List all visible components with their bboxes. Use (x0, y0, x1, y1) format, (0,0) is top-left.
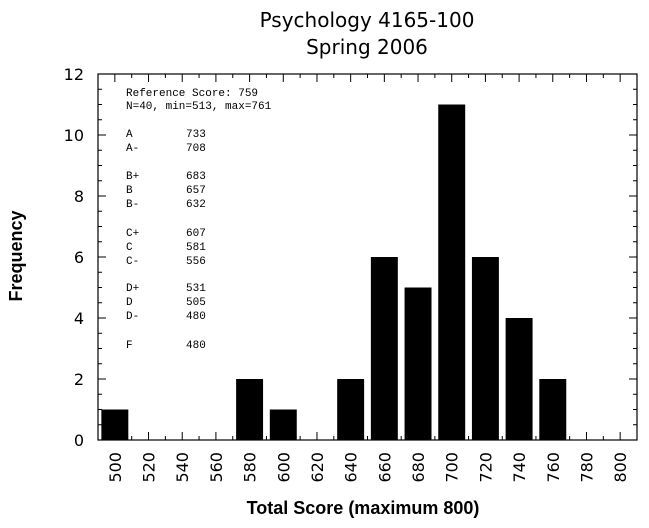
grade-label: B+ (126, 171, 139, 183)
y-tick-label: 6 (74, 248, 84, 267)
x-tick-label: 540 (173, 452, 192, 483)
reference-score-note: Reference Score: 759 (126, 88, 258, 100)
grade-label: F (126, 340, 133, 352)
y-tick-label: 4 (74, 309, 84, 328)
grade-cutoff-value: 556 (186, 256, 206, 268)
grade-cutoff-value: 683 (186, 171, 206, 183)
y-tick-label: 12 (64, 65, 84, 84)
x-tick-label: 680 (409, 452, 428, 483)
x-tick-label: 800 (611, 452, 630, 483)
bar-580 (236, 379, 264, 440)
bar-680 (404, 287, 432, 440)
bar-760 (539, 379, 567, 440)
x-tick-label: 760 (544, 452, 563, 483)
x-tick-label: 500 (106, 452, 125, 483)
x-tick-label: 580 (241, 452, 260, 483)
x-tick-label: 660 (375, 452, 394, 483)
grade-cutoff-value: 607 (186, 228, 206, 240)
bar-700 (438, 104, 466, 440)
grade-cutoff-value: 581 (186, 242, 206, 254)
grade-label: C- (126, 256, 139, 268)
x-tick-label: 740 (510, 452, 529, 483)
grade-label: A (126, 129, 133, 141)
x-tick-labels: 500 520 540 560 580 600 620 640 660 680 700 720 740 7… (106, 452, 630, 483)
x-tick-label: 600 (274, 452, 293, 483)
bars-group (101, 104, 567, 440)
y-axis-label: Frequency (6, 210, 26, 301)
grade-label: D+ (126, 283, 139, 295)
grade-label: C+ (126, 228, 139, 240)
bar-640 (337, 379, 365, 440)
x-tick-label: 560 (207, 452, 226, 483)
grade-cutoff-value: 632 (186, 199, 206, 211)
grade-label: B (126, 185, 133, 197)
y-tick-label: 8 (74, 187, 84, 206)
grade-cutoff-value: 480 (186, 311, 206, 323)
grade-cutoff-value: 531 (186, 283, 206, 295)
x-tick-label: 640 (342, 452, 361, 483)
chart-title: Psychology 4165-100 (260, 8, 475, 32)
x-axis-label: Total Score (maximum 800) (247, 498, 480, 518)
y-tick-label: 10 (64, 126, 84, 145)
x-tick-label: 620 (308, 452, 327, 483)
grade-cutoff-value: 505 (186, 297, 206, 309)
grade-cutoff-value: 657 (186, 185, 206, 197)
x-tick-label: 780 (577, 452, 596, 483)
grade-label: B- (126, 199, 139, 211)
ticks-group (97, 73, 638, 441)
y-tick-labels: 0 2 4 6 8 10 12 (64, 65, 84, 450)
grade-cutoff-value: 480 (186, 340, 206, 352)
grade-cutoff-value: 708 (186, 143, 206, 155)
chart-subtitle: Spring 2006 (306, 35, 428, 59)
y-tick-label: 2 (74, 370, 84, 389)
y-tick-label: 0 (74, 431, 84, 450)
grade-label: D- (126, 311, 139, 323)
x-tick-label: 700 (443, 452, 462, 483)
grade-cutoff-value: 733 (186, 129, 206, 141)
grade-label: D (126, 297, 133, 309)
x-tick-label: 720 (476, 452, 495, 483)
sample-stats-note: N=40, min=513, max=761 (126, 101, 272, 113)
grade-label: A- (126, 143, 139, 155)
x-tick-label: 520 (140, 452, 159, 483)
grade-label: C (126, 242, 133, 254)
bar-740 (505, 318, 533, 440)
bar-720 (471, 257, 499, 440)
bar-660 (370, 257, 398, 440)
